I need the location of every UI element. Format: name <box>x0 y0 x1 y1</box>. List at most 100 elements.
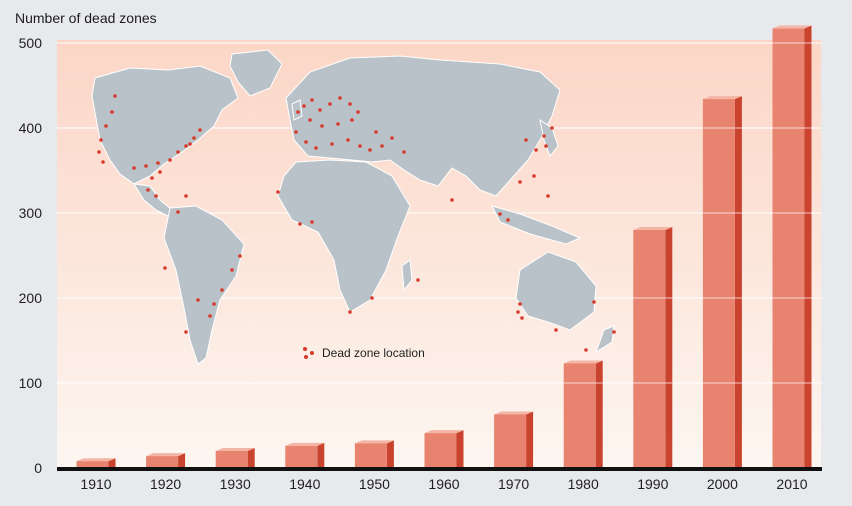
y-axis-title: Number of dead zones <box>15 10 157 26</box>
bar-top <box>772 25 812 29</box>
x-tick-label: 1910 <box>80 476 111 492</box>
dead-zone-marker <box>310 98 314 102</box>
dead-zone-marker <box>220 288 224 292</box>
dead-zone-marker <box>150 176 154 180</box>
bar-1920 <box>146 453 186 468</box>
dead-zone-marker <box>370 296 374 300</box>
dead-zone-marker <box>518 302 522 306</box>
bar-side <box>804 25 812 469</box>
bar-top <box>215 448 255 451</box>
bar-side <box>108 458 116 468</box>
dead-zone-marker <box>356 110 360 114</box>
bar-top <box>633 227 673 230</box>
dead-zone-marker <box>320 124 324 128</box>
x-tick-label: 1930 <box>220 476 251 492</box>
uk-shape <box>291 99 303 121</box>
bar-front <box>146 456 179 468</box>
bar-2000 <box>702 96 742 468</box>
bar-1960 <box>424 430 464 468</box>
dead-zone-marker <box>294 130 298 134</box>
x-tick-label: 1970 <box>498 476 529 492</box>
bar-1970 <box>494 411 534 468</box>
dead-zone-marker <box>302 104 306 108</box>
bar-side <box>526 411 534 468</box>
dead-zone-marker <box>196 298 200 302</box>
legend-label: Dead zone location <box>322 346 425 360</box>
dead-zone-marker <box>348 102 352 106</box>
bars <box>76 25 812 469</box>
bar-front <box>215 451 248 468</box>
y-tick-label: 200 <box>19 290 43 306</box>
indonesia-shape <box>491 205 582 245</box>
dead-zone-marker <box>310 220 314 224</box>
dead-zone-marker <box>534 148 538 152</box>
bar-side <box>734 96 742 468</box>
south-america-shape <box>163 205 245 365</box>
bar-top <box>285 442 325 446</box>
africa-shape <box>277 159 411 313</box>
bar-side <box>456 430 464 468</box>
bar-1930 <box>215 448 255 468</box>
x-tick-label: 2010 <box>776 476 807 492</box>
dead-zone-marker <box>304 140 308 144</box>
dead-zone-marker <box>314 146 318 150</box>
y-tick-label: 0 <box>34 460 42 476</box>
dead-zone-marker <box>328 102 332 106</box>
bar-side <box>665 227 673 468</box>
dead-zone-marker <box>163 266 167 270</box>
x-tick-label: 1990 <box>637 476 668 492</box>
legend: Dead zone location <box>303 346 425 360</box>
bar-1910 <box>76 458 116 468</box>
bar-side <box>178 453 186 468</box>
y-tick-label: 100 <box>19 375 43 391</box>
dead-zone-marker <box>612 330 616 334</box>
dead-zone-marker <box>584 348 588 352</box>
dead-zone-marker <box>158 170 162 174</box>
dead-zone-markers <box>97 94 616 352</box>
y-tick-label: 500 <box>19 35 43 51</box>
x-tick-label: 1950 <box>359 476 390 492</box>
bar-top <box>146 453 186 457</box>
bar-1950 <box>354 440 394 468</box>
dead-zone-marker <box>154 194 158 198</box>
dead-zone-marker <box>358 144 362 148</box>
bar-1990 <box>633 227 673 468</box>
bar-front <box>424 433 457 468</box>
dead-zone-marker <box>498 212 502 216</box>
bar-1940 <box>285 442 325 468</box>
dead-zone-marker <box>506 218 510 222</box>
dead-zone-marker <box>416 278 420 282</box>
dead-zone-marker <box>380 144 384 148</box>
dead-zone-marker <box>104 124 108 128</box>
greenland-shape <box>229 49 283 97</box>
new-zealand-shape <box>595 325 615 354</box>
dead-zone-marker <box>532 174 536 178</box>
dead-zone-marker <box>524 138 528 142</box>
dead-zone-marker <box>330 142 334 146</box>
bar-front <box>285 445 318 468</box>
dead-zone-marker <box>544 144 548 148</box>
eurasia-shape <box>285 55 561 197</box>
dead-zone-marker <box>368 148 372 152</box>
bar-2010 <box>772 25 812 469</box>
dead-zone-marker <box>338 96 342 100</box>
dead-zone-marker <box>113 94 117 98</box>
dead-zone-marker <box>348 310 352 314</box>
dead-zone-marker <box>308 118 312 122</box>
bar-top <box>494 411 534 415</box>
bar-top <box>354 440 394 444</box>
dead-zone-marker <box>546 194 550 198</box>
australia-shape <box>515 251 597 331</box>
dead-zone-marker <box>146 188 150 192</box>
bar-front <box>354 443 387 468</box>
dead-zone-marker <box>184 194 188 198</box>
bar-front <box>76 461 109 468</box>
y-tick-label: 400 <box>19 120 43 136</box>
dead-zone-marker <box>230 268 234 272</box>
world-map <box>91 49 615 365</box>
bar-side <box>247 448 255 468</box>
dead-zone-marker <box>176 210 180 214</box>
bar-front <box>772 28 805 469</box>
bar-side <box>386 440 394 468</box>
